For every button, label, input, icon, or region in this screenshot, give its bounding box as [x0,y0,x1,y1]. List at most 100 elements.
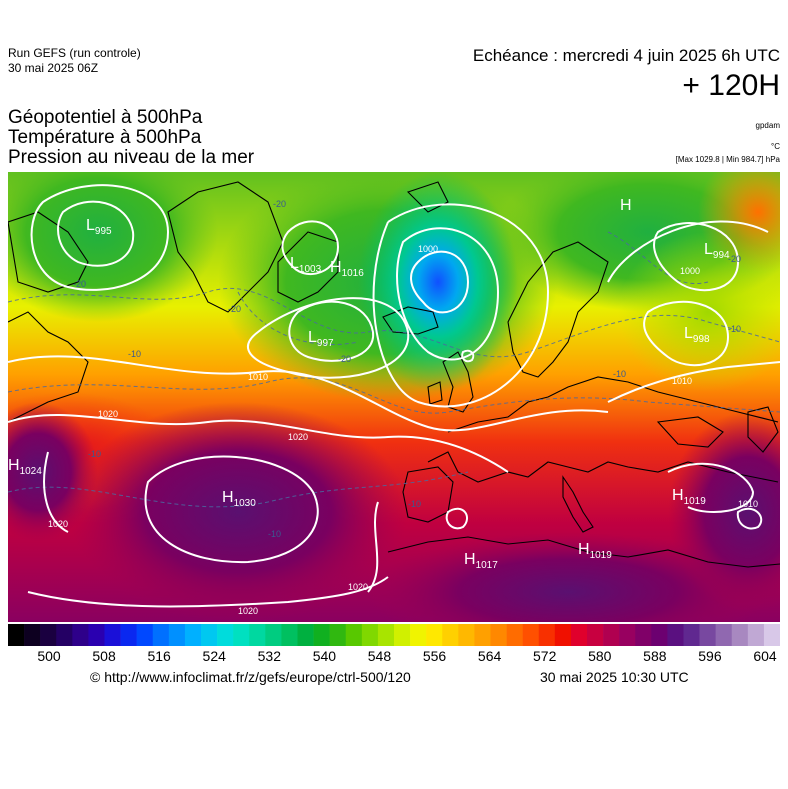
colorbar-cell [490,624,507,646]
colorbar-tick-label: 548 [367,648,392,664]
colorbar-cell [217,624,234,646]
colorbar-cell [201,624,218,646]
colorbar-tick-label: 508 [92,648,116,664]
colorbar-tick-label: 540 [312,648,337,664]
colorbar-tick-label: 596 [698,648,722,664]
colorbar-cell [667,624,684,646]
isotherm-label: -10 [128,349,141,359]
pressure-center-label: H1019 [672,487,706,507]
isotherm-label: -20 [273,199,286,209]
colorbar-cell [506,624,523,646]
colorbar-cell [731,624,749,646]
colorbar-cell [313,624,330,646]
isobar-label: 1020 [238,606,258,616]
colorbar-cell [763,624,780,646]
parameter-temperature: Température à 500hPa [8,127,202,148]
colorbar-cell [72,624,89,646]
colorbar-cell [168,624,186,646]
colorbar-cell [345,624,363,646]
colorbar-tick-label: 580 [588,648,612,664]
isotherm-label: -10 [613,369,626,379]
isobar-label: 1020 [48,519,68,529]
source-credit: © http://www.infoclimat.fr/z/gefs/europe… [90,669,411,685]
colorbar-cell [603,624,620,646]
isotherm-label: -10 [408,499,421,509]
colorbar-cell [410,624,427,646]
colorbar-cell [683,624,700,646]
pressure-center-label: L995 [86,217,112,237]
isotherm-label: -10 [268,529,281,539]
colorbar-cell [570,624,588,646]
colorbar-labels: 500 508 516 524 532 540 548 556 564 572 580 588 596 6… [0,648,788,668]
colorbar-cell [329,624,347,646]
colorbar-cell [554,624,572,646]
isobar-label: 1000 [680,266,700,276]
pressure-center-label: H [620,197,632,214]
colorbar-cell [651,624,668,646]
colorbar-cell [458,624,475,646]
colorbar-cell [8,624,25,646]
isobar-label: 1020 [288,432,308,442]
colorbar-cell [522,624,540,646]
pressure-center-label: H1024 [8,457,42,477]
pressure-center-label: H1019 [578,541,612,561]
colorbar-tick-label: 556 [422,648,447,664]
colorbar-cell [442,624,459,646]
pressure-center-label: L994 [704,241,730,261]
colorbar-cell [474,624,491,646]
lead-time: + 120H [682,69,780,102]
isobar-label: 1010 [672,376,692,386]
colorbar-cell [297,624,314,646]
colorbar-cell [635,624,652,646]
colorbar-tick-label: 524 [202,648,226,664]
colorbar-cell [88,624,105,646]
isotherm-label: -10 [88,449,101,459]
geopotential-colorbar [8,624,780,646]
colorbar-tick-label: 604 [753,648,777,664]
colorbar-cell [394,624,411,646]
colorbar-cell [715,624,733,646]
colorbar-cell [184,624,202,646]
forecast-valid-time: Echéance : mercredi 4 juin 2025 6h UTC [472,46,780,65]
isobar-label: 1020 [348,582,368,592]
pressure-center-label: L998 [684,325,710,345]
colorbar-cell [265,624,282,646]
colorbar-cell [361,624,379,646]
colorbar-cell [120,624,137,646]
colorbar-cell [40,624,57,646]
run-date: 30 mai 2025 06Z [8,61,99,75]
colorbar-cell [587,624,604,646]
isobar-label: 1020 [98,409,118,419]
colorbar-tick-label: 500 [37,648,61,664]
weather-map: L995 L1003 H1016 L997 H L994 L998 H1024 H1030 H10… [8,172,780,622]
colorbar-cell [56,624,73,646]
pressure-center-label: H1030 [222,489,256,509]
colorbar-tick-label: 564 [477,648,502,664]
isotherm-label: -10 [728,324,741,334]
colorbar-cell [699,624,716,646]
parameter-geopotential: Géopotentiel à 500hPa [8,107,203,128]
colorbar-cell [249,624,266,646]
colorbar-cell [136,624,154,646]
colorbar-tick-label: 572 [533,648,557,664]
colorbar-cell [426,624,443,646]
colorbar-tick-label: 532 [257,648,281,664]
colorbar-cell [233,624,250,646]
colorbar-cell [281,624,298,646]
pressure-center-label: H1016 [330,259,364,279]
colorbar-cell [24,624,41,646]
isobar-label: 1010 [248,372,268,382]
colorbar-cell [747,624,765,646]
colorbar-cell [377,624,395,646]
colorbar-tick-label: 516 [147,648,171,664]
run-title: Run GEFS (run controle) [8,46,141,60]
pressure-center-label: L1003 [290,255,322,275]
pressure-center-label: H1017 [464,551,498,571]
isobar-label: 1000 [418,244,438,254]
colorbar-cell [152,624,170,646]
pressure-center-label: L997 [308,329,334,349]
isotherm-label: -20 [228,304,241,314]
unit-geopotential: gpdam [755,121,780,130]
isobar-label: 1010 [738,499,758,509]
isotherm-label: -20 [728,254,741,264]
